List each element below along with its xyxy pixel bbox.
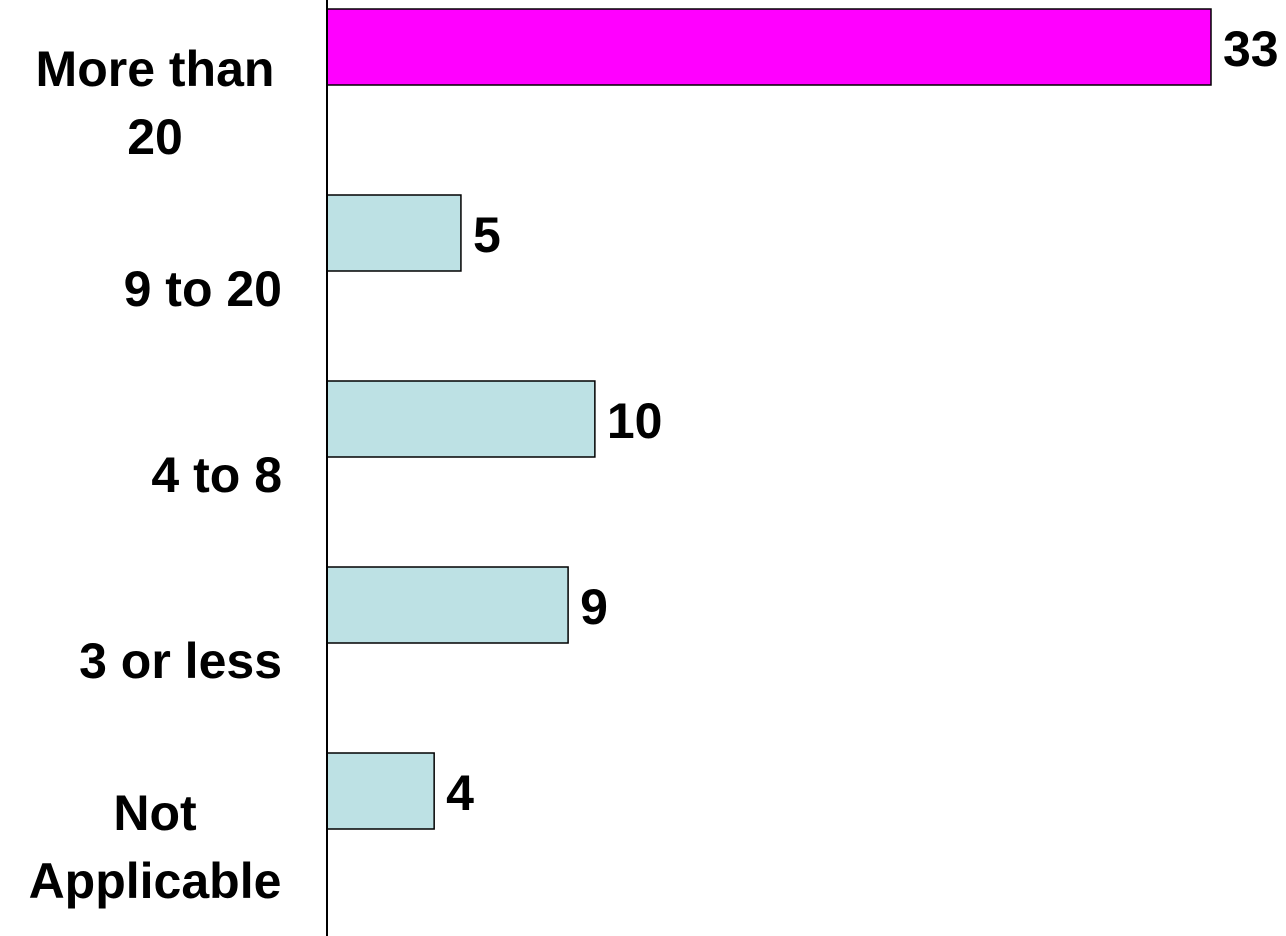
category-label-line: 3 or less [79, 633, 282, 689]
bar [326, 380, 596, 458]
data-label: 33 [1223, 21, 1279, 77]
category-label: 9 to 20 [124, 261, 282, 317]
category-label: 3 or less [79, 633, 282, 689]
category-label: 4 to 8 [151, 447, 282, 503]
category-label: Not Applicable [29, 785, 282, 909]
category-label-line: 9 to 20 [124, 261, 282, 317]
category-label-line: Applicable [29, 853, 282, 909]
bar [326, 194, 462, 272]
category-label-line: More than [36, 41, 275, 97]
category-label-line: Not [113, 785, 197, 841]
data-label: 10 [607, 393, 663, 449]
category-label-line: 4 to 8 [151, 447, 282, 503]
data-label: 5 [473, 207, 501, 263]
data-label: 9 [580, 579, 608, 635]
bar [326, 8, 1212, 86]
bars-layer [326, 8, 1212, 830]
category-label-line: 20 [127, 109, 183, 165]
bar [326, 566, 569, 644]
category-label: More than 20 [36, 41, 275, 165]
data-label: 4 [446, 765, 474, 821]
labels-layer: 33 More than 20 5 9 to 20 10 4 to 8 9 3 or less 4… [29, 21, 1279, 909]
bar [326, 752, 435, 830]
